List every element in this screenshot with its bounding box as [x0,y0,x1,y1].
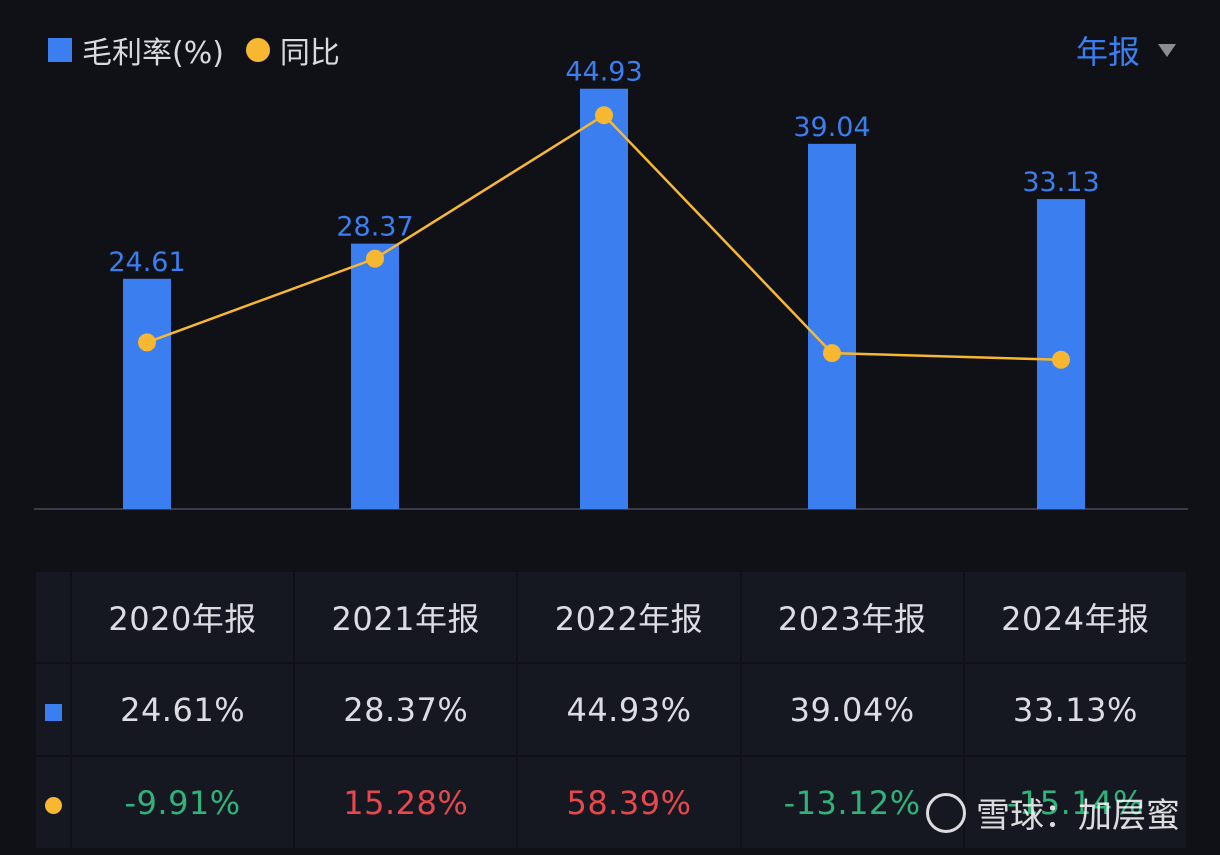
table-header-cell: 2020年报 [69,570,296,664]
table-header-row: 2020年报 2021年报 2022年报 2023年报 2024年报 [34,570,1189,664]
table-cell: 44.93% [516,662,742,757]
bar-1 [351,243,399,509]
bar-value-label-0: 24.61 [108,247,185,278]
circle-icon [44,796,62,814]
row-marker [34,662,72,757]
table-cell: -9.91% [69,755,296,850]
bar-3 [808,143,856,509]
table-cell: 24.61% [69,662,296,757]
chart-svg: 24.61 28.37 44.93 39.04 33.13 [34,57,1188,510]
data-table: 2020年报 2021年报 2022年报 2023年报 2024年报 24.61… [34,570,1189,850]
table-header-cell: 2024年报 [962,570,1189,664]
watermark: 雪球：加层蜜 [926,788,1180,837]
period-selector[interactable]: 年报 [1076,28,1176,72]
table-cell: -13.12% [739,755,965,850]
bar-value-label-1: 28.37 [336,212,413,243]
table-corner [34,570,72,664]
yoy-point-2 [595,106,613,125]
square-icon [44,703,62,721]
snowball-logo-icon [926,792,966,833]
period-selector-label: 年报 [1075,33,1140,71]
yoy-point-0 [138,333,156,352]
yoy-point-3 [823,344,841,363]
table-cell: 28.37% [293,662,519,757]
row-marker [34,755,72,850]
bar-2 [580,88,628,510]
bar-legend-label: 毛利率(%) [82,36,224,71]
table-cell: -15.14% [962,755,1189,850]
bar-value-label-2: 44.93 [565,57,642,88]
table-cell: 58.39% [516,755,742,850]
table-cell: 39.04% [739,662,965,757]
legend: 毛利率(%) 同比 [48,28,340,72]
line-legend-swatch [245,38,270,62]
bar-value-label-3: 39.04 [793,112,870,143]
table-row-yoy: -9.91% 15.28% 58.39% -13.12% -15.14% [34,755,1189,850]
watermark-text: 雪球：加层蜜 [976,796,1180,836]
table-cell: 33.13% [962,662,1189,757]
table-header-cell: 2023年报 [739,570,965,664]
chevron-down-icon [1158,43,1176,57]
bar-value-label-4: 33.13 [1022,167,1099,198]
yoy-point-1 [366,249,384,268]
yoy-point-4 [1052,350,1070,369]
table-header-cell: 2022年报 [516,570,742,664]
table-header-cell: 2021年报 [293,570,519,664]
table-row-gross-margin: 24.61% 28.37% 44.93% 39.04% 33.13% [34,662,1189,757]
line-legend-label: 同比 [279,36,340,71]
bar-legend-swatch [48,38,72,62]
bar-0 [123,278,171,509]
table-cell: 15.28% [293,755,519,850]
